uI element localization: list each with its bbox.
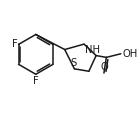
Text: F: F <box>33 76 39 86</box>
Text: F: F <box>12 39 17 49</box>
Text: S: S <box>70 58 76 68</box>
Text: NH: NH <box>85 45 100 55</box>
Text: O: O <box>100 62 108 72</box>
Text: OH: OH <box>122 49 137 59</box>
